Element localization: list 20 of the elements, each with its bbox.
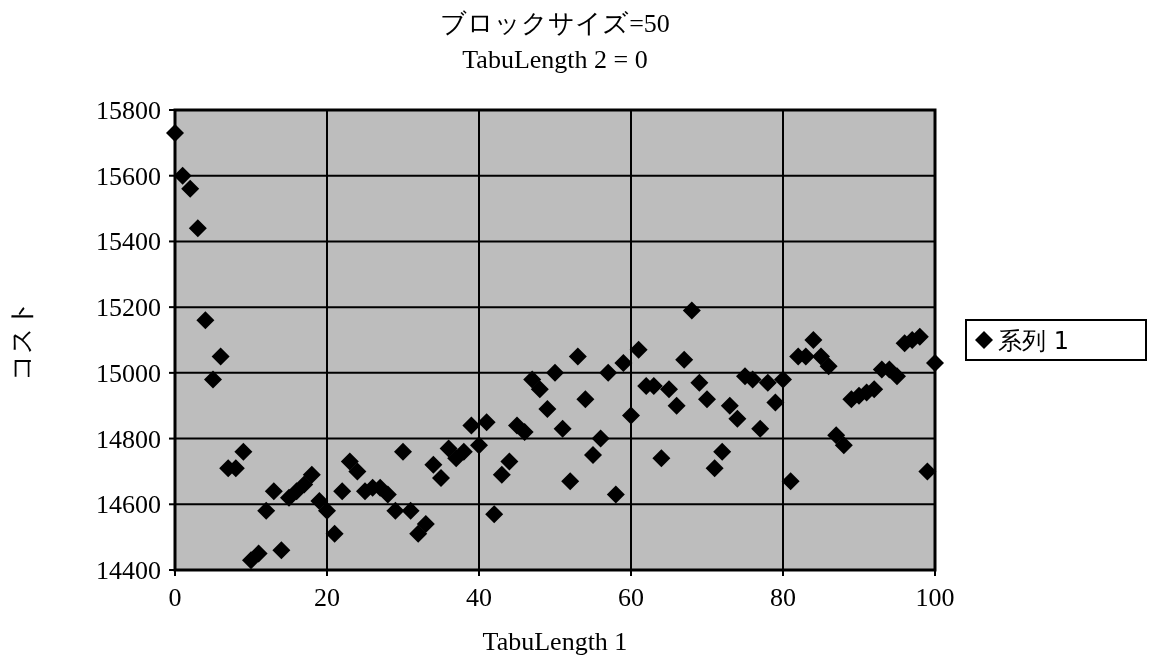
chart-title: ブロックサイズ=50: [440, 9, 670, 38]
legend-label: 系列 1: [998, 327, 1069, 355]
y-tick-label: 15200: [96, 293, 161, 323]
y-tick-label: 15000: [96, 358, 161, 388]
x-tick-label: 80: [770, 583, 796, 612]
x-tick-label: 40: [466, 583, 492, 612]
y-axis-title: コスト: [7, 299, 36, 381]
y-tick-label: 14800: [96, 424, 161, 454]
x-tick-label: 20: [314, 583, 340, 612]
y-tick-label: 14400: [96, 556, 161, 585]
y-tick-label: 15800: [96, 96, 161, 125]
x-tick-label: 100: [915, 583, 955, 612]
x-tick-label: 0: [168, 583, 182, 612]
y-tick-label: 15400: [96, 227, 161, 257]
x-axis-title: TabuLength 1: [482, 627, 628, 656]
y-tick-label: 14600: [96, 490, 161, 520]
x-tick-label: 60: [618, 583, 644, 612]
chart-subtitle: TabuLength 2 = 0: [462, 45, 648, 74]
y-tick-label: 15600: [96, 161, 161, 191]
legend: 系列 1: [965, 319, 1147, 361]
